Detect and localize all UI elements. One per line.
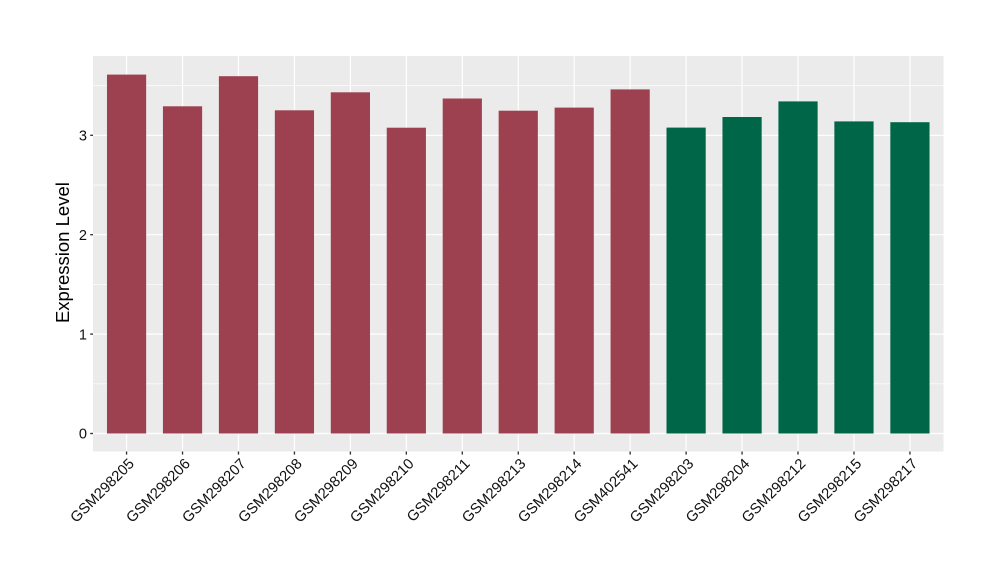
svg-text:2: 2 <box>79 228 87 244</box>
svg-text:0: 0 <box>79 427 87 443</box>
svg-text:Expression Level: Expression Level <box>52 182 73 323</box>
svg-text:3: 3 <box>79 129 87 145</box>
svg-text:1: 1 <box>79 327 87 343</box>
